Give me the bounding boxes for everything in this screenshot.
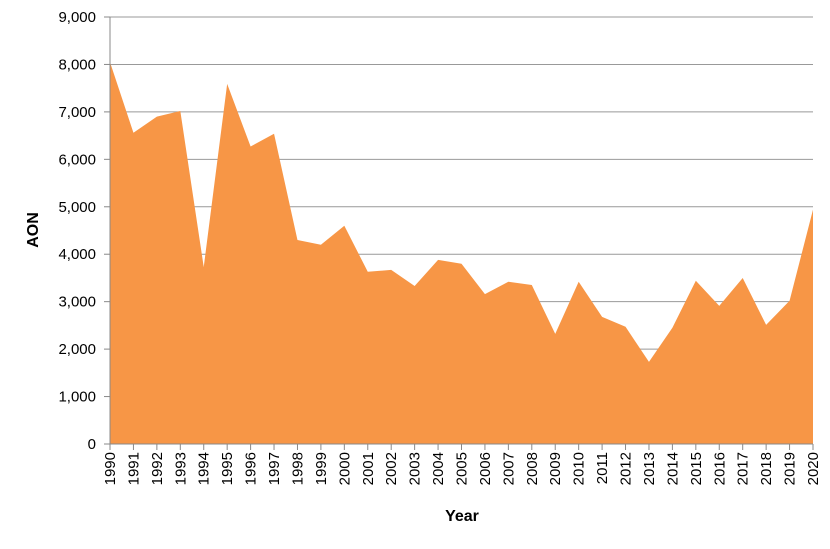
x-tick-label: 2007 <box>500 452 517 485</box>
x-tick-label: 2014 <box>664 452 681 485</box>
x-tick-label: 1996 <box>243 452 260 485</box>
y-tick-label: 0 <box>88 436 96 453</box>
x-tick-label: 2006 <box>477 452 494 485</box>
x-tick-label: 2004 <box>430 452 447 485</box>
x-tick-label: 2020 <box>805 452 822 485</box>
x-tick-label: 1999 <box>313 452 330 485</box>
x-tick-label: 1991 <box>125 452 142 485</box>
x-tick-label: 2017 <box>735 452 752 485</box>
y-tick-label: 8,000 <box>58 56 96 73</box>
x-tick-label: 2009 <box>547 452 564 485</box>
x-axis-title: Year <box>445 508 479 525</box>
x-tick-label: 1998 <box>289 452 306 485</box>
area <box>110 62 813 444</box>
x-tick-label: 1994 <box>196 452 213 485</box>
x-tick-label: 2003 <box>407 452 424 485</box>
x-tick-label: 1990 <box>102 452 119 485</box>
x-tick-label: 2019 <box>782 452 799 485</box>
x-tick-label: 1992 <box>149 452 166 485</box>
y-tick-label: 9,000 <box>58 9 96 26</box>
x-tick-label: 1997 <box>266 452 283 485</box>
y-tick-label: 5,000 <box>58 199 96 216</box>
x-tick-label: 2012 <box>618 452 635 485</box>
y-tick-label: 3,000 <box>58 294 96 311</box>
x-tick-label: 2016 <box>711 452 728 485</box>
y-axis-title: AON <box>25 212 42 248</box>
x-tick-label: 2011 <box>594 452 611 484</box>
x-tick-label: 2018 <box>758 452 775 485</box>
x-tick-label: 2008 <box>524 452 541 485</box>
x-tick-label: 2001 <box>360 452 377 485</box>
x-tick-label: 2015 <box>688 452 705 485</box>
y-tick-label: 2,000 <box>58 341 96 358</box>
y-tick-label: 4,000 <box>58 246 96 263</box>
y-tick-label: 1,000 <box>58 389 96 406</box>
x-tick-label: 2000 <box>336 452 353 485</box>
x-tick-label: 2010 <box>571 452 588 485</box>
y-tick-label: 6,000 <box>58 151 96 168</box>
x-tick-label: 1995 <box>219 452 236 485</box>
x-tick-label: 2002 <box>383 452 400 485</box>
y-tick-label: 7,000 <box>58 104 96 121</box>
x-tick-label: 1993 <box>172 452 189 485</box>
x-tick-label: 2013 <box>641 452 658 485</box>
x-tick-label: 2005 <box>454 452 471 485</box>
